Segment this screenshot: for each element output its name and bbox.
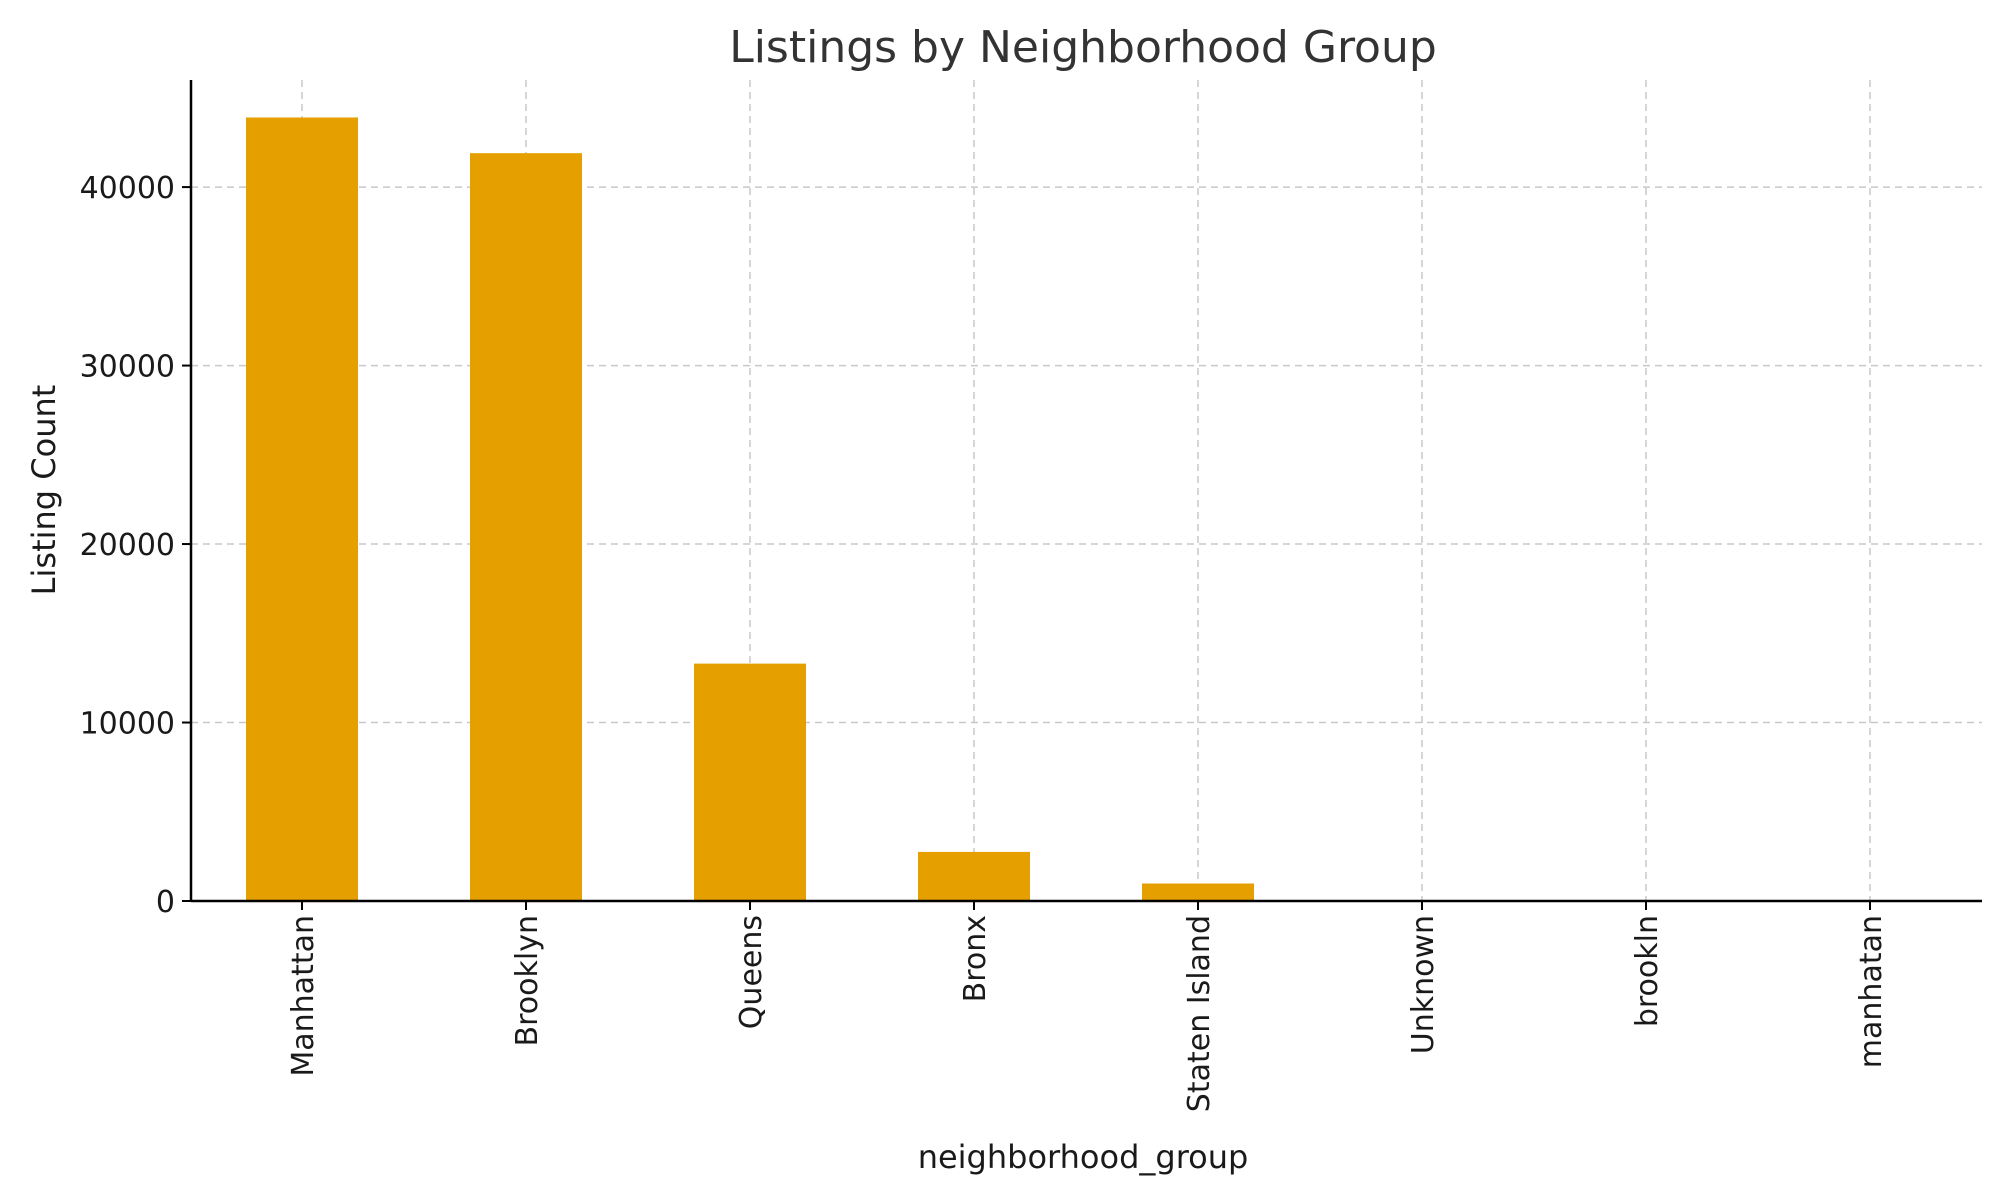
bar [1142,883,1254,901]
x-tick-label: Unknown [1406,915,1441,1054]
x-tick-label: Staten Island [1182,915,1217,1112]
x-tick-label: manhatan [1854,915,1889,1068]
y-tick-label: 0 [156,885,175,920]
y-tick-label: 10000 [80,707,175,742]
bar [694,663,806,901]
x-tick-label: Bronx [958,915,993,1002]
bar [246,117,358,901]
y-tick-label: 40000 [80,171,175,206]
x-tick-label: brookln [1630,915,1665,1027]
grid-lines [191,80,1982,901]
bar [470,153,582,901]
y-axis-label: Listing Count [25,385,63,596]
x-axis-label: neighborhood_group [918,1138,1249,1176]
y-axis-ticks: 0 10000 20000 30000 40000 [80,171,191,920]
axes [189,80,1982,903]
bar [918,851,1030,901]
y-tick-label: 20000 [80,528,175,563]
chart-title: Listings by Neighborhood Group [729,22,1437,73]
x-axis-ticks: Manhattan Brooklyn Queens Bronx Staten Islan… [286,901,1889,1112]
y-tick-label: 30000 [80,350,175,385]
x-tick-label: Brooklyn [510,915,545,1046]
x-tick-label: Manhattan [286,915,321,1077]
bars [246,117,1926,901]
x-tick-label: Queens [734,915,769,1029]
